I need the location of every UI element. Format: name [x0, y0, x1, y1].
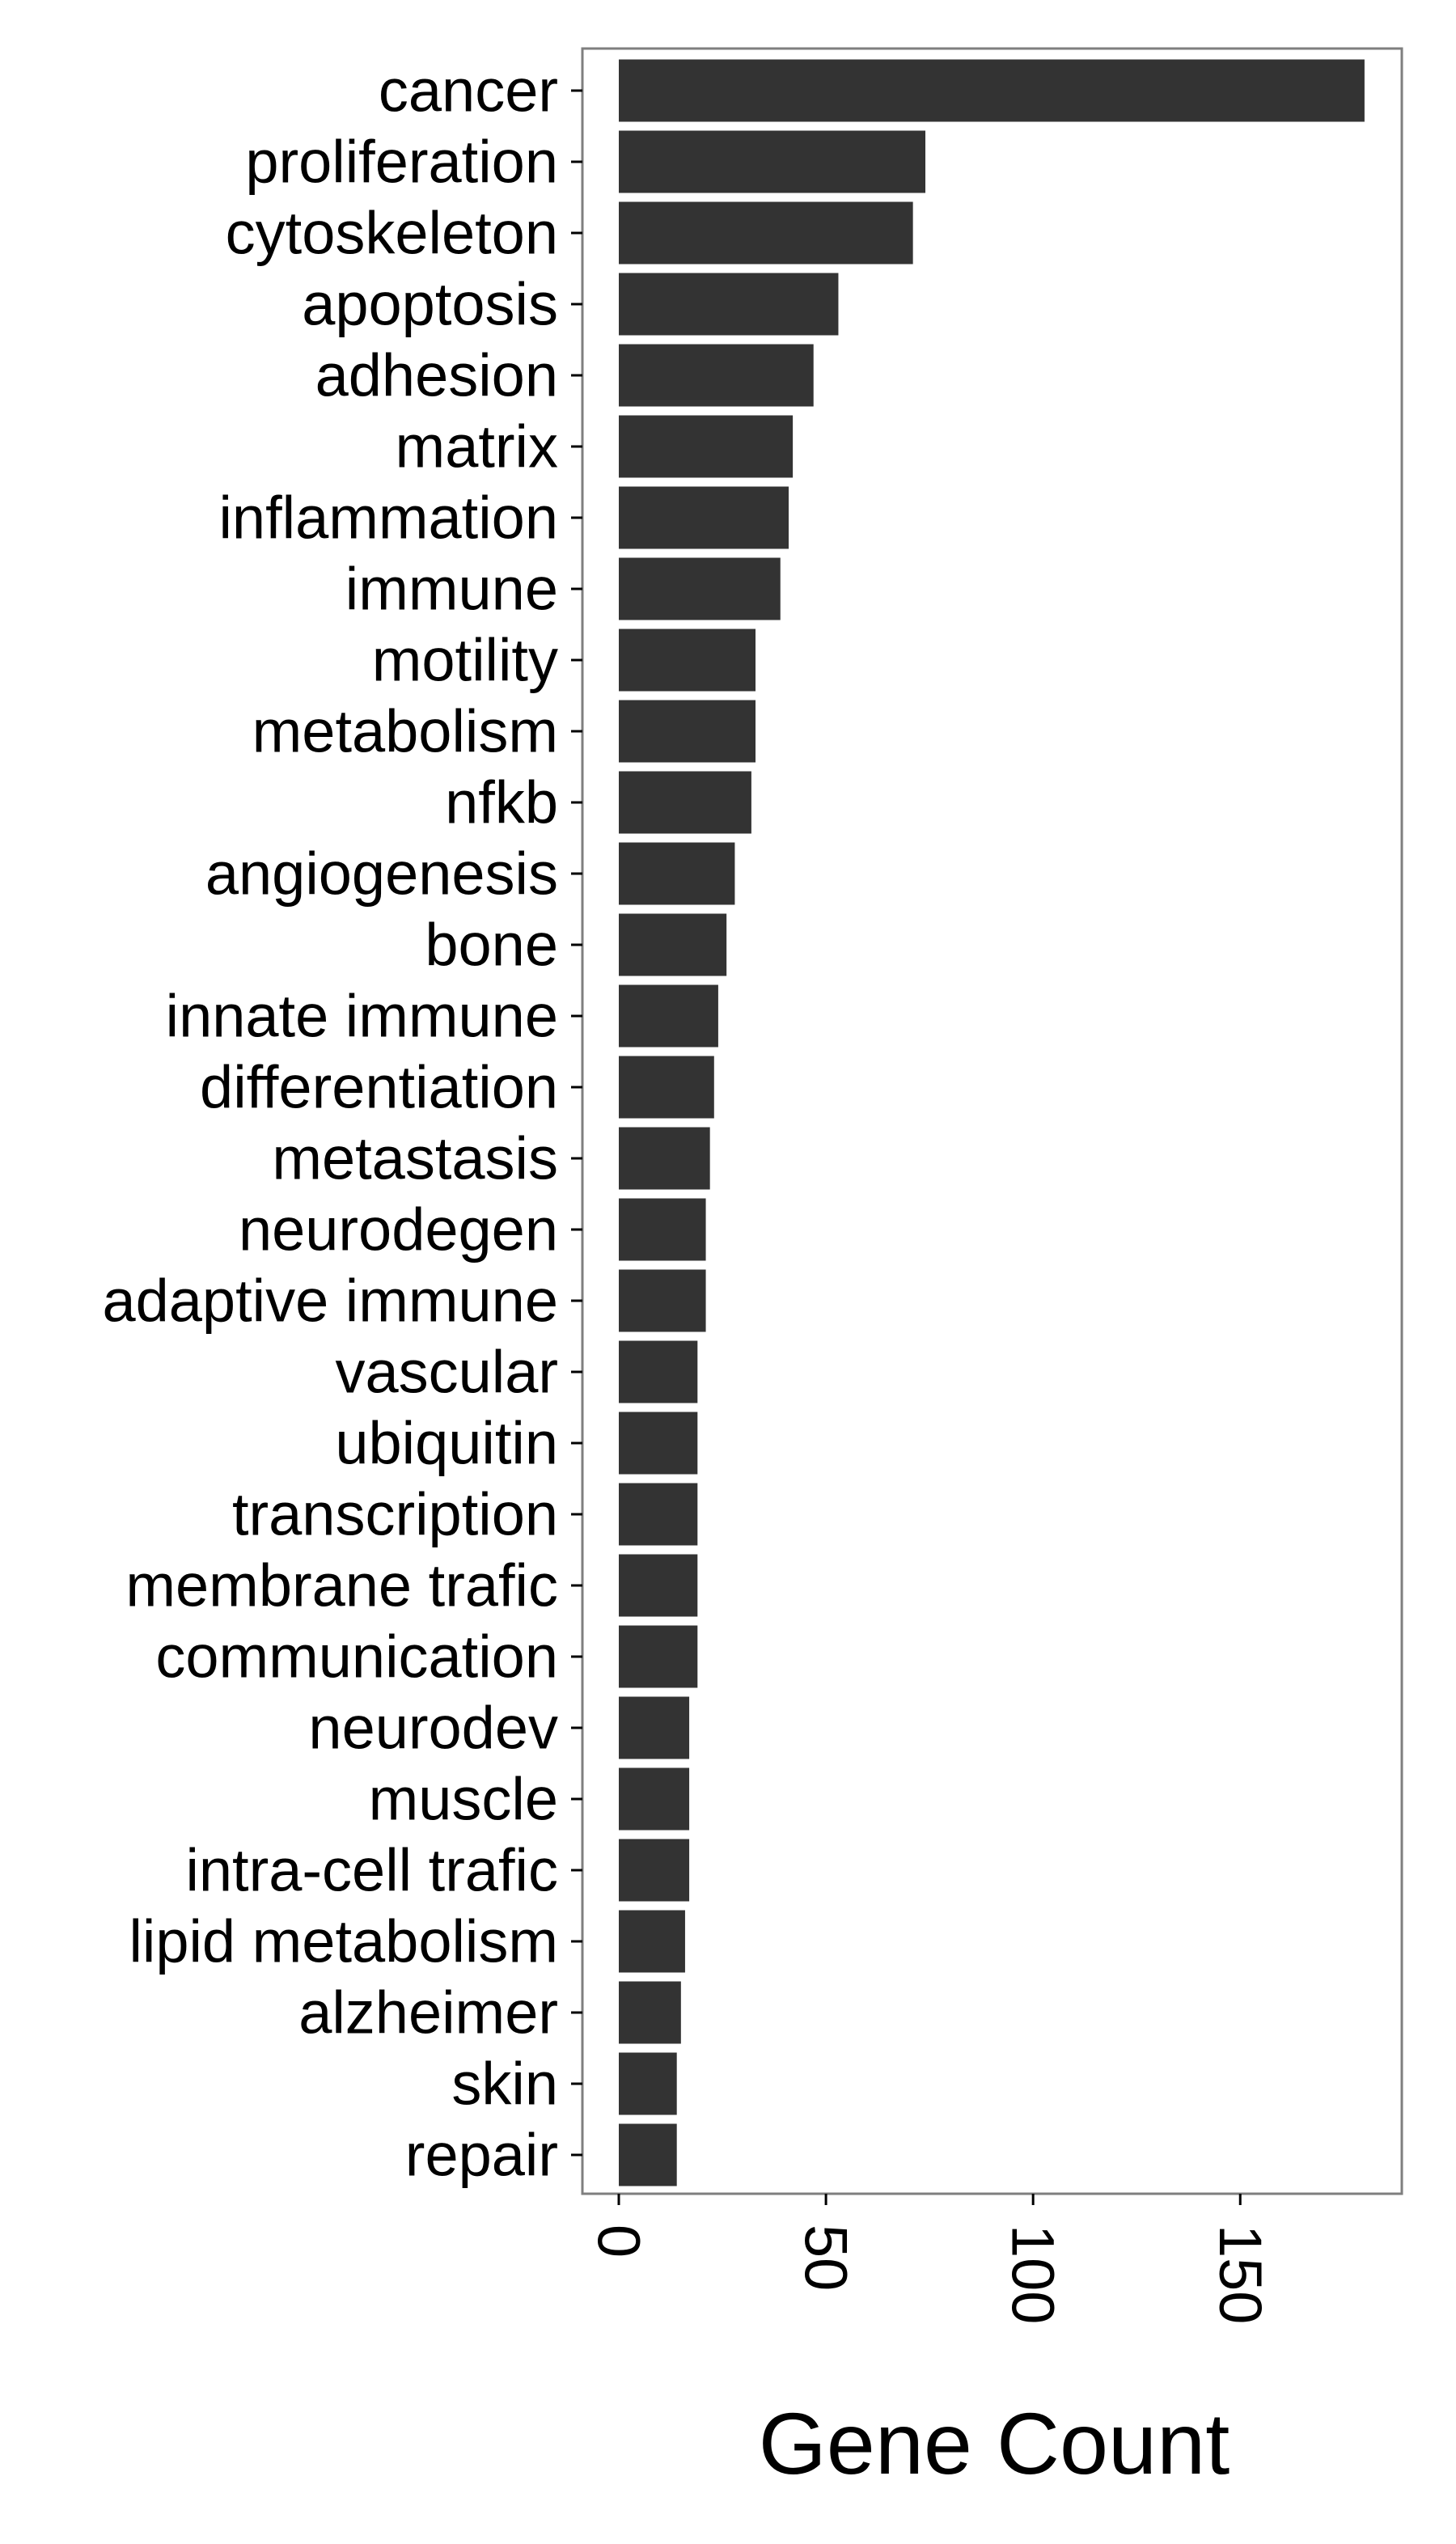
bar [619, 2052, 677, 2115]
bar [619, 1696, 690, 1759]
bar [619, 486, 789, 549]
x-tick-label: 100 [1000, 2224, 1067, 2324]
bar [619, 130, 926, 193]
category-label: nfkb [445, 769, 558, 836]
bar [619, 1839, 690, 1902]
x-tick-label: 150 [1207, 2224, 1274, 2324]
category-label: innate immune [166, 983, 558, 1050]
bar [619, 415, 794, 478]
category-label: neurodev [308, 1695, 558, 1762]
bar [619, 1127, 710, 1190]
bar [619, 984, 718, 1048]
y-tick-marks [571, 89, 582, 2157]
category-label: immune [345, 556, 558, 623]
category-label: neurodegen [239, 1196, 558, 1264]
category-label: differentiation [200, 1054, 558, 1121]
bar [619, 59, 1365, 122]
bars-group [619, 59, 1365, 2186]
x-tick-labels: 0 50 100 150 [586, 2224, 1274, 2324]
category-label: communication [155, 1623, 558, 1691]
bar [619, 629, 756, 692]
bar [619, 1269, 706, 1332]
bar [619, 1483, 698, 1546]
category-label: motility [372, 627, 558, 694]
category-labels: cancerproliferationcytoskeletonapoptosis… [102, 57, 558, 2189]
category-label: inflammation [218, 485, 558, 552]
bar [619, 557, 781, 620]
bar [619, 201, 913, 265]
category-label: proliferation [245, 129, 558, 196]
category-label: vascular [335, 1339, 558, 1406]
category-label: intra-cell trafic [185, 1837, 558, 1904]
x-axis-title: Gene Count [759, 2394, 1230, 2492]
bar [619, 1625, 698, 1688]
category-label: adaptive immune [102, 1268, 558, 1335]
bar [619, 1056, 714, 1119]
bar [619, 2123, 677, 2186]
category-label: angiogenesis [205, 840, 558, 908]
bar [619, 344, 814, 407]
category-label: ubiquitin [335, 1410, 558, 1477]
category-label: cancer [379, 57, 558, 125]
bar [619, 1198, 706, 1261]
category-label: transcription [232, 1481, 558, 1548]
bar [619, 273, 839, 336]
bar [619, 1412, 698, 1475]
x-tick-label: 50 [793, 2224, 860, 2291]
plot-panel [581, 47, 1403, 2195]
category-label: muscle [369, 1766, 558, 1833]
category-label: lipid metabolism [129, 1908, 558, 1975]
category-label: skin [451, 2051, 558, 2118]
bar [619, 1554, 698, 1617]
bar [619, 771, 751, 834]
bar [619, 700, 756, 763]
bar [619, 913, 727, 976]
category-label: alzheimer [298, 1979, 558, 2047]
category-label: metastasis [272, 1125, 558, 1192]
category-label: matrix [396, 413, 558, 480]
category-label: metabolism [252, 698, 558, 765]
bar [619, 1767, 690, 1831]
bar [619, 1981, 681, 2044]
category-label: cytoskeleton [226, 200, 558, 267]
bar [619, 1340, 698, 1403]
category-label: adhesion [315, 342, 558, 409]
category-label: repair [405, 2122, 558, 2189]
category-label: apoptosis [302, 271, 558, 338]
category-label: bone [425, 912, 558, 979]
category-label: membrane trafic [125, 1552, 558, 1619]
bar [619, 842, 735, 905]
bar [619, 1910, 685, 1973]
x-tick-label: 0 [586, 2224, 653, 2258]
x-tick-marks [617, 2194, 1242, 2205]
